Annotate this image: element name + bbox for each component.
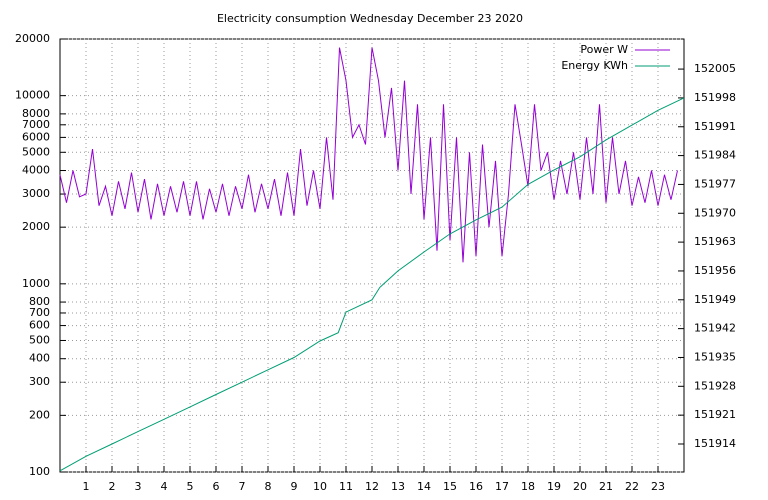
x-tick-label: 2 [109,480,116,493]
x-tick-label: 14 [417,480,431,493]
y-tick-label: 500 [29,333,50,346]
y2-tick-label: 151970 [694,206,736,219]
y-tick-label: 5000 [22,145,50,158]
x-tick-label: 11 [339,480,353,493]
legend-label: Energy KWh [561,59,628,72]
x-tick-label: 22 [625,480,639,493]
y-tick-label: 300 [29,375,50,388]
y2-tick-label: 151998 [694,91,736,104]
x-tick-label: 5 [187,480,194,493]
y-tick-label: 100 [29,465,50,478]
x-tick-label: 16 [469,480,483,493]
x-tick-label: 4 [161,480,168,493]
y2-tick-label: 151977 [694,177,736,190]
y2-tick-label: 151921 [694,408,736,421]
y-tick-label: 4000 [22,164,50,177]
legend-label: Power W [580,43,628,56]
y2-tick-label: 151942 [694,322,736,335]
y-tick-label: 2000 [22,220,50,233]
y2-tick-label: 151928 [694,379,736,392]
x-tick-label: 12 [365,480,379,493]
x-tick-label: 3 [135,480,142,493]
x-tick-label: 7 [239,480,246,493]
x-tick-label: 20 [573,480,587,493]
y2-tick-label: 151963 [694,235,736,248]
y2-tick-label: 151956 [694,264,736,277]
x-tick-label: 23 [651,480,665,493]
y-tick-label: 10000 [15,89,50,102]
y-tick-label: 7000 [22,118,50,131]
y2-tick-label: 151914 [694,437,736,450]
x-tick-label: 21 [599,480,613,493]
y-tick-label: 20000 [15,32,50,45]
x-tick-label: 18 [521,480,535,493]
x-tick-label: 1 [83,480,90,493]
series-line [59,47,678,263]
y2-tick-label: 151984 [694,149,736,162]
y2-tick-label: 151949 [694,293,736,306]
x-tick-label: 8 [265,480,272,493]
x-tick-label: 15 [443,480,457,493]
x-tick-label: 6 [213,480,220,493]
x-tick-label: 13 [391,480,405,493]
y-tick-label: 8000 [22,107,50,120]
y-tick-label: 3000 [22,187,50,200]
y-tick-label: 700 [29,306,50,319]
y-tick-label: 200 [29,408,50,421]
series-line [59,97,685,472]
y2-tick-label: 151935 [694,350,736,363]
y2-tick-label: 151991 [694,120,736,133]
x-tick-label: 9 [291,480,298,493]
x-tick-label: 17 [495,480,509,493]
y2-tick-label: 152005 [694,62,736,75]
y-tick-label: 6000 [22,130,50,143]
y-tick-label: 1000 [22,277,50,290]
y-tick-label: 600 [29,319,50,332]
chart-title: Electricity consumption Wednesday Decemb… [217,12,523,25]
y-tick-label: 400 [29,352,50,365]
x-tick-label: 10 [313,480,327,493]
y-tick-label: 800 [29,295,50,308]
x-tick-label: 19 [547,480,561,493]
